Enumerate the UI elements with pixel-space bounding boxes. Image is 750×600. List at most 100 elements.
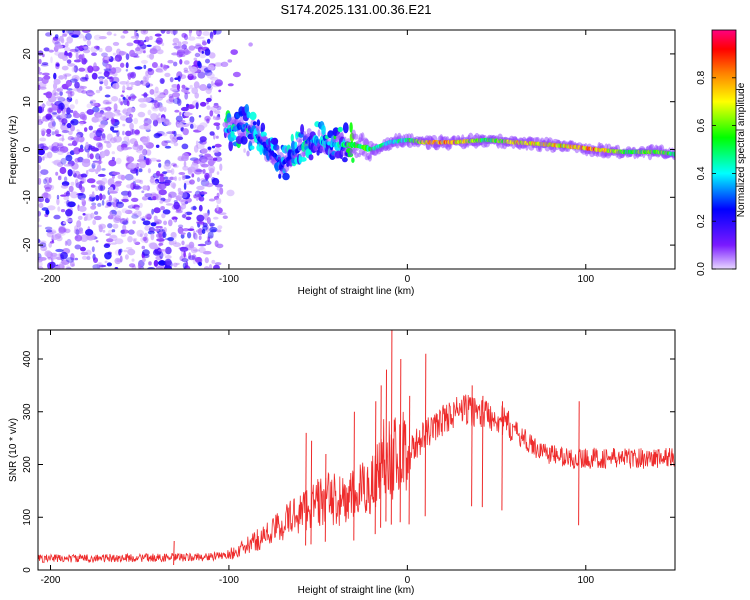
snr-x-label: Height of straight line (km): [298, 585, 415, 596]
snr-spike: [385, 369, 387, 522]
noise-blob: [98, 263, 102, 268]
noise-blob: [202, 212, 210, 217]
noise-blob: [215, 156, 223, 162]
noise-blob: [150, 181, 159, 185]
noise-blob: [210, 36, 214, 42]
ridge-halo: [363, 138, 370, 146]
noise-blob: [222, 215, 228, 219]
noise-blob: [63, 164, 72, 167]
noise-blob: [168, 191, 177, 198]
noise-blob: [114, 238, 124, 245]
noise-blob: [198, 61, 202, 69]
noise-blob: [44, 226, 53, 230]
noise-blob: [142, 236, 147, 242]
noise-blob: [175, 210, 183, 214]
noise-blob: [135, 168, 139, 176]
snr-x-axis: -200 -100 0 100: [40, 330, 595, 586]
snr-y-tick-label: 300: [22, 403, 33, 420]
noise-blob: [91, 246, 95, 253]
noise-blob: [246, 150, 250, 157]
noise-blob: [59, 86, 63, 92]
noise-blob: [168, 93, 174, 99]
noise-blob: [159, 200, 164, 204]
noise-blob: [139, 179, 144, 185]
noise-blob: [46, 133, 52, 137]
noise-blob: [65, 265, 71, 269]
noise-blob: [129, 82, 137, 85]
noise-blob: [125, 117, 133, 124]
noise-blob: [103, 68, 112, 71]
noise-blob: [119, 51, 127, 56]
noise-blob: [132, 220, 136, 225]
noise-blob: [227, 59, 233, 63]
noise-blob: [174, 77, 179, 80]
noise-blob: [130, 85, 134, 88]
colorbar-tick-label: 0.6: [696, 118, 707, 132]
noise-blob: [125, 247, 133, 250]
noise-blob: [161, 213, 166, 219]
noise-blob: [177, 226, 184, 235]
noise-blob: [43, 47, 50, 52]
noise-blob: [55, 63, 60, 67]
noise-blob: [39, 240, 47, 245]
noise-blob: [65, 90, 73, 94]
noise-blob: [66, 199, 70, 207]
noise-blob: [127, 139, 130, 146]
noise-blob: [183, 182, 187, 190]
noise-blob: [140, 59, 148, 64]
noise-blob: [48, 242, 52, 248]
ridge-cell: [291, 140, 296, 151]
snr-spike: [390, 330, 393, 525]
noise-blob: [126, 217, 129, 223]
noise-blob: [127, 236, 133, 243]
noise-blob: [176, 71, 183, 79]
noise-blob: [142, 249, 150, 256]
noise-blob: [199, 136, 207, 143]
noise-blob: [207, 231, 214, 239]
ridge-cell: [342, 122, 349, 134]
noise-blob: [90, 99, 96, 103]
noise-blob: [142, 97, 152, 103]
noise-blob: [181, 192, 191, 200]
ridge-halo: [343, 136, 347, 142]
noise-blob: [163, 118, 170, 124]
ridge-halo: [276, 145, 280, 154]
noise-blob: [95, 89, 101, 94]
noise-blob: [162, 231, 167, 238]
noise-blob: [141, 196, 149, 201]
noise-blob: [93, 257, 98, 263]
noise-blob: [178, 172, 186, 175]
noise-blob: [190, 162, 199, 170]
noise-blob: [61, 65, 69, 71]
noise-blob: [209, 110, 214, 117]
noise-blob: [182, 128, 189, 136]
noise-blob: [212, 157, 218, 161]
noise-blob: [201, 41, 207, 46]
noise-blob: [198, 32, 202, 36]
noise-blob: [121, 109, 129, 114]
ridge-cell: [316, 149, 320, 156]
noise-blob: [144, 117, 148, 121]
noise-blob: [174, 109, 180, 113]
colorbar: 0.0 0.2 0.4 0.6 0.8 Normalized spectral ampl…: [696, 29, 747, 276]
noise-blob: [134, 241, 141, 245]
noise-blob: [126, 100, 130, 107]
noise-blob: [213, 216, 219, 220]
snr-spike: [353, 411, 355, 541]
noise-blob: [113, 33, 117, 37]
noise-blob: [55, 133, 62, 137]
noise-blob: [66, 107, 71, 115]
noise-blob: [158, 113, 161, 117]
noise-blob: [153, 215, 158, 221]
noise-blob: [127, 190, 132, 198]
noise-blob: [113, 217, 121, 224]
noise-blob: [169, 176, 174, 180]
noise-blob: [66, 190, 70, 197]
noise-blob: [213, 104, 220, 109]
noise-blob: [38, 58, 42, 65]
noise-blob: [65, 79, 72, 87]
snr-spike: [501, 401, 503, 511]
noise-blob: [42, 156, 45, 161]
noise-blob: [159, 251, 164, 259]
noise-blob: [202, 225, 208, 231]
